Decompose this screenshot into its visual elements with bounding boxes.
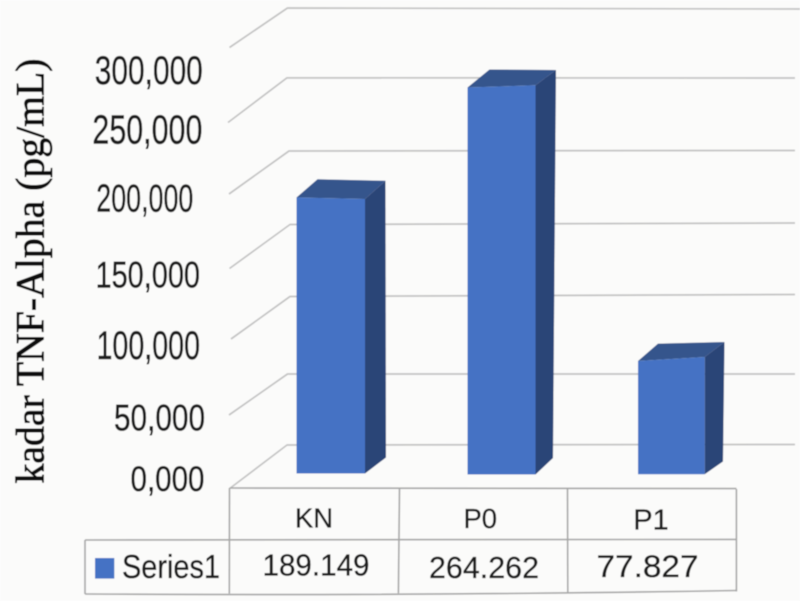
svg-text:264.262: 264.262 — [429, 550, 539, 585]
svg-text:100,000: 100,000 — [97, 324, 201, 368]
svg-text:300,000: 300,000 — [95, 49, 203, 93]
svg-text:P1: P1 — [633, 505, 668, 537]
svg-text:189.149: 189.149 — [263, 549, 370, 583]
svg-text:150,000: 150,000 — [96, 253, 201, 295]
svg-text:kadar TNF-Alpha (pg/mL): kadar TNF-Alpha (pg/mL) — [8, 59, 53, 484]
svg-text:P0: P0 — [463, 503, 497, 534]
svg-text:KN: KN — [295, 502, 333, 533]
svg-text:77.827: 77.827 — [597, 548, 699, 584]
svg-text:0,000: 0,000 — [131, 459, 205, 499]
svg-text:Series1: Series1 — [122, 548, 220, 585]
svg-text:50,000: 50,000 — [114, 398, 205, 439]
svg-text:200,000: 200,000 — [96, 177, 193, 220]
svg-text:250,000: 250,000 — [92, 106, 202, 152]
